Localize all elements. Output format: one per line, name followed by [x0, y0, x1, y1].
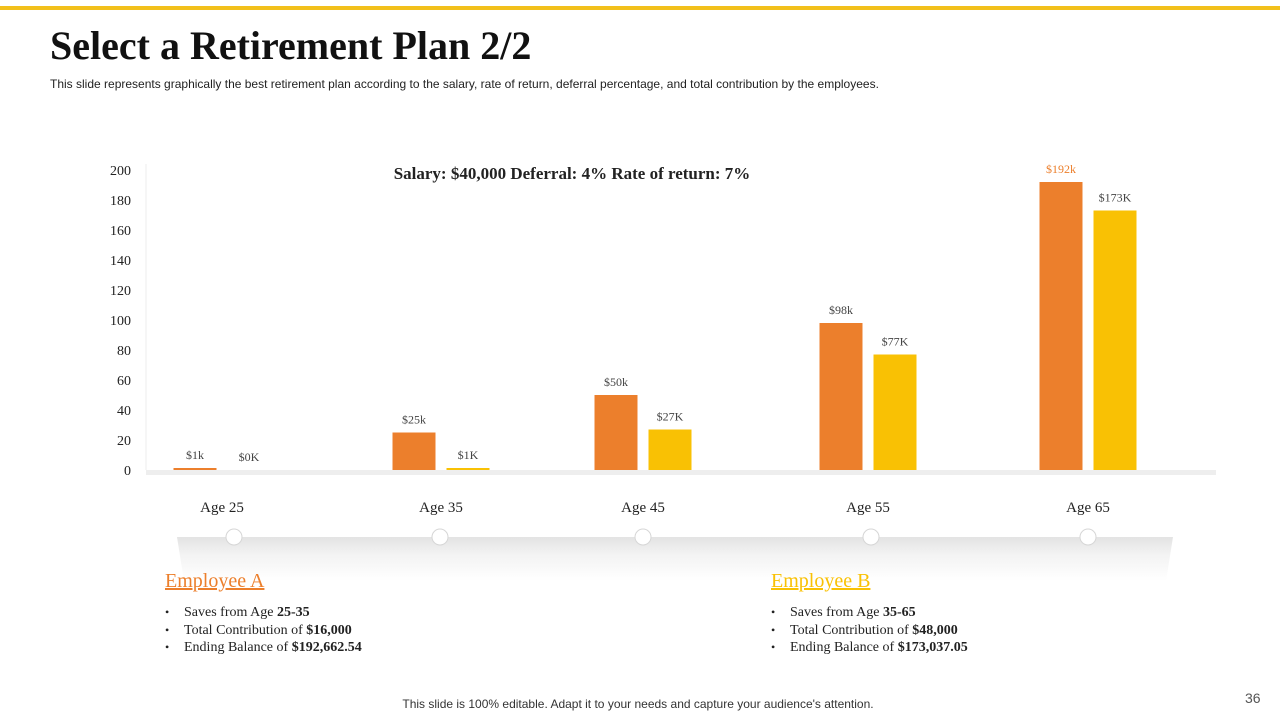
y-tick-label: 40 — [117, 404, 131, 419]
x-tick-label: Age 35 — [419, 500, 463, 516]
data-label: $192k — [1046, 162, 1076, 176]
data-label: $25k — [402, 413, 426, 427]
data-label: $173K — [1099, 191, 1132, 205]
top-accent-bar — [0, 6, 1280, 10]
bar — [873, 354, 917, 470]
bar — [1093, 210, 1137, 470]
employee-b-item: Ending Balance of $173,037.05 — [771, 639, 968, 657]
slide-subtitle: This slide represents graphically the be… — [50, 77, 879, 91]
page-number: 36 — [1245, 690, 1261, 706]
timeline-marker — [1079, 528, 1097, 546]
y-tick-label: 120 — [110, 284, 131, 299]
timeline-marker — [862, 528, 880, 546]
y-tick-label: 200 — [110, 164, 131, 179]
data-label: $98k — [829, 303, 853, 317]
bar — [392, 432, 436, 470]
timeline-marker — [431, 528, 449, 546]
y-tick-label: 60 — [117, 374, 131, 389]
bar-chart: 0 20 40 60 80 100 120 140 160 180 200 Salary: $40,0… — [110, 162, 1216, 546]
y-tick-label: 180 — [110, 194, 131, 209]
slide-title: Select a Retirement Plan 2/2 — [50, 23, 532, 68]
data-label: $77K — [882, 335, 909, 349]
x-tick-label: Age 45 — [621, 500, 665, 516]
bar — [173, 468, 217, 470]
data-label: $50k — [604, 375, 628, 389]
y-tick-label: 0 — [124, 464, 131, 479]
bar — [1039, 182, 1083, 470]
bar — [648, 429, 692, 470]
y-tick-label: 160 — [110, 224, 131, 239]
employee-a-item: Ending Balance of $192,662.54 — [165, 639, 362, 657]
chart-title: Salary: $40,000 Deferral: 4% Rate of ret… — [394, 164, 751, 183]
employee-b-item: Saves from Age 35-65 — [771, 604, 968, 622]
bar — [446, 468, 490, 470]
employee-b-item: Total Contribution of $48,000 — [771, 622, 968, 640]
y-tick-label: 100 — [110, 314, 131, 329]
employee-a-item: Total Contribution of $16,000 — [165, 622, 362, 640]
data-label: $0K — [239, 450, 260, 464]
x-tick-label: Age 55 — [846, 500, 890, 516]
data-label: $1k — [186, 448, 204, 462]
timeline-band — [177, 537, 1173, 581]
slide-footer: This slide is 100% editable. Adapt it to… — [402, 697, 874, 711]
data-label: $1K — [458, 448, 479, 462]
employee-a-title: Employee A — [165, 570, 265, 592]
x-tick-label: Age 25 — [200, 500, 244, 516]
bar — [594, 395, 638, 470]
y-tick-label: 20 — [117, 434, 131, 449]
employee-a-details: Saves from Age 25-35 Total Contribution … — [165, 604, 362, 657]
timeline-marker — [634, 528, 652, 546]
employee-a-item: Saves from Age 25-35 — [165, 604, 362, 622]
data-label: $27K — [657, 410, 684, 424]
y-tick-label: 80 — [117, 344, 131, 359]
timeline-marker — [225, 528, 243, 546]
bar — [819, 323, 863, 470]
y-tick-label: 140 — [110, 254, 131, 269]
employee-b-title: Employee B — [771, 570, 871, 592]
chart-baseline — [146, 470, 1216, 475]
employee-b-details: Saves from Age 35-65 Total Contribution … — [771, 604, 968, 657]
x-tick-label: Age 65 — [1066, 500, 1110, 516]
